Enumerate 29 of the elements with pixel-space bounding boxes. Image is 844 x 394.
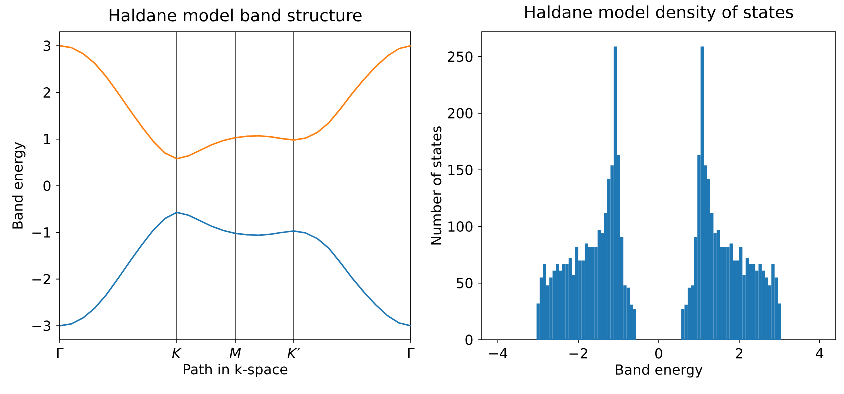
y-tick-label: 3 <box>44 40 51 52</box>
x-tick-label: 0 <box>656 348 662 359</box>
y-tick-label: −3 <box>32 320 51 332</box>
x-axis-title: Path in k-space <box>184 364 288 378</box>
x-tick-label: 2 <box>736 348 742 359</box>
x-tick-label: −2 <box>570 348 588 359</box>
x-tick-label: Γ <box>408 348 415 358</box>
y-tick-label: 1 <box>44 134 50 144</box>
x-tick-label: K′ <box>288 348 300 358</box>
x-tick-label: 4 <box>816 348 824 358</box>
x-tick-label: −4 <box>489 348 508 358</box>
y-tick-label: −2 <box>32 274 50 284</box>
x-axis-title: Band energy <box>616 364 703 378</box>
y-axis-title: Band energy <box>12 142 26 229</box>
y-tick-label: 50 <box>457 278 473 289</box>
y-axis-title: Number of states <box>430 126 442 245</box>
y-tick-label: −1 <box>32 228 50 238</box>
y-tick-label: 250 <box>448 52 473 62</box>
chart-title: Haldane model density of states <box>526 6 794 22</box>
y-tick-label: 0 <box>466 334 473 346</box>
x-tick-label: Γ <box>58 348 64 358</box>
y-tick-label: 0 <box>44 180 51 192</box>
chart-title: Haldane model band structure <box>110 8 362 22</box>
y-tick-label: 100 <box>448 222 473 232</box>
y-tick-label: 2 <box>44 88 50 98</box>
x-tick-label: M <box>230 348 242 358</box>
y-tick-label: 150 <box>448 164 473 176</box>
x-tick-label: K <box>172 348 182 358</box>
y-tick-label: 200 <box>448 108 473 119</box>
